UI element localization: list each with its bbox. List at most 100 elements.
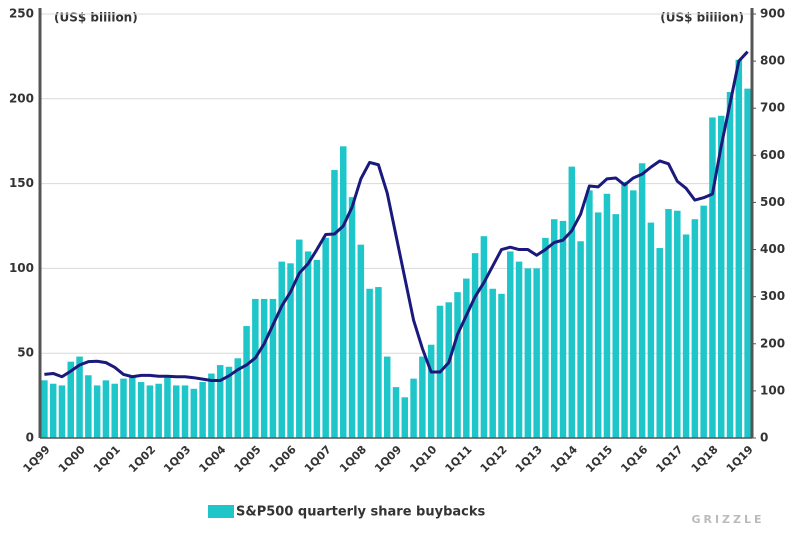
bar <box>304 251 312 438</box>
y-tick-label: 0 <box>26 431 34 445</box>
bar <box>744 88 751 439</box>
bar <box>392 387 400 438</box>
y2-tick-label: 600 <box>760 148 785 162</box>
legend-label: S&P500 quarterly share buybacks <box>236 505 486 520</box>
bar <box>630 190 637 438</box>
bar <box>533 268 540 438</box>
bar <box>260 298 268 438</box>
bar <box>542 237 549 438</box>
y-axis-label: (US$ billion) <box>54 11 138 25</box>
bar <box>129 376 136 438</box>
x-tick-label: 1Q16 <box>618 443 650 475</box>
bar <box>717 115 725 438</box>
bar <box>181 385 189 438</box>
bar <box>463 278 470 438</box>
bar <box>58 385 66 438</box>
y-tick-label: 150 <box>9 176 34 190</box>
bar <box>199 382 206 438</box>
x-tick-label: 1Q03 <box>161 443 193 475</box>
x-tick-label: 1Q11 <box>443 443 475 475</box>
bar <box>164 376 171 438</box>
x-tick-label: 1Q08 <box>337 443 369 475</box>
bar <box>621 181 628 439</box>
bar <box>524 268 532 438</box>
line <box>44 50 749 383</box>
bar <box>252 298 259 438</box>
x-tick-label: 1Q01 <box>91 443 123 475</box>
bar <box>559 220 567 438</box>
bar <box>67 361 75 438</box>
bar <box>357 244 365 438</box>
bar <box>243 326 250 438</box>
bar <box>674 210 681 438</box>
bar <box>656 248 663 438</box>
bar <box>375 287 382 438</box>
bar <box>234 358 242 438</box>
bar <box>647 222 655 438</box>
bar <box>682 234 690 438</box>
bar <box>550 219 558 438</box>
bar <box>322 237 329 438</box>
x-tick-label: 1Q14 <box>548 443 580 475</box>
watermark: GRIZZLE <box>691 513 764 526</box>
bar <box>726 92 734 439</box>
bar <box>366 288 373 438</box>
bar <box>172 385 180 438</box>
x-tick-label: 1Q04 <box>196 443 228 475</box>
bar <box>401 397 409 438</box>
bar <box>287 263 294 438</box>
bar <box>410 378 417 438</box>
bar <box>120 378 127 438</box>
bar <box>155 383 162 438</box>
x-tick-label: 1Q18 <box>689 443 721 475</box>
bar <box>454 292 461 438</box>
bar <box>340 146 347 438</box>
bar <box>612 214 620 438</box>
bar <box>665 209 672 438</box>
y2-axis-label: (US$ billion) <box>660 11 744 25</box>
bar <box>102 380 110 438</box>
x-tick-label: 1Q00 <box>56 443 88 475</box>
bar <box>383 356 391 438</box>
x-tick-label: 1Q17 <box>653 443 685 475</box>
bar <box>278 261 285 438</box>
bar <box>216 365 224 438</box>
x-tick-label: 1Q15 <box>583 443 615 475</box>
bar <box>76 356 83 438</box>
bar <box>709 117 716 439</box>
y2-tick-label: 800 <box>760 54 785 68</box>
bar <box>137 382 145 438</box>
y-tick-label: 250 <box>9 7 34 21</box>
bar <box>498 293 505 438</box>
bar <box>85 375 92 438</box>
bar <box>489 288 496 438</box>
bar <box>586 190 593 438</box>
bar <box>419 356 426 438</box>
bar <box>296 239 303 438</box>
x-tick-label: 1Q02 <box>126 443 158 475</box>
x-tick-label: 1Q06 <box>267 443 299 475</box>
y2-tick-label: 400 <box>760 242 785 256</box>
x-tick-label: 1Q19 <box>724 443 756 475</box>
bar <box>146 385 154 438</box>
bar <box>577 241 584 438</box>
y-tick-label: 200 <box>9 91 34 105</box>
x-tick-label: 1Q99 <box>21 443 53 475</box>
legend-swatch <box>208 505 234 518</box>
bar <box>313 259 321 438</box>
bar <box>331 170 338 439</box>
bar <box>269 298 277 438</box>
y2-tick-label: 500 <box>760 195 785 209</box>
x-tick-label: 1Q07 <box>302 443 334 475</box>
bar <box>700 205 707 438</box>
bar <box>594 212 602 438</box>
y2-tick-label: 700 <box>760 101 785 115</box>
bar <box>603 193 611 438</box>
bar <box>93 385 101 438</box>
bar <box>225 366 233 438</box>
bar <box>427 344 435 438</box>
x-tick-label: 1Q05 <box>232 443 264 475</box>
bar <box>208 373 215 438</box>
y-tick-label: 50 <box>17 346 34 360</box>
